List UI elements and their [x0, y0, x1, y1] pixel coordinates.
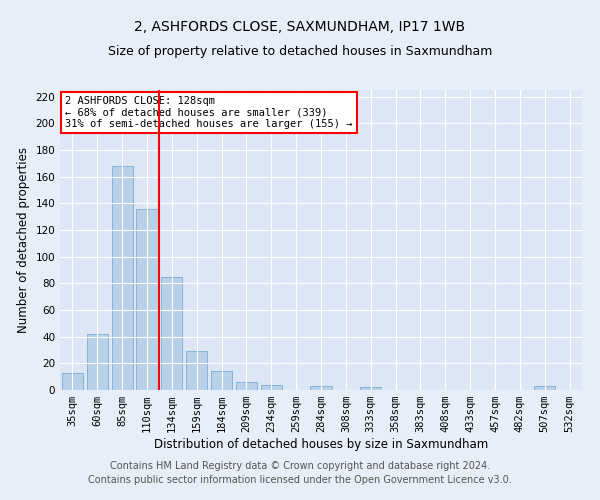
Bar [211, 372, 232, 390]
Bar [310, 386, 332, 390]
X-axis label: Distribution of detached houses by size in Saxmundham: Distribution of detached houses by size … [154, 438, 488, 451]
Text: 2, ASHFORDS CLOSE, SAXMUNDHAM, IP17 1WB: 2, ASHFORDS CLOSE, SAXMUNDHAM, IP17 1WB [134, 20, 466, 34]
Bar [534, 386, 555, 390]
Bar [360, 388, 381, 390]
Text: Contains HM Land Registry data © Crown copyright and database right 2024.
Contai: Contains HM Land Registry data © Crown c… [88, 461, 512, 485]
Text: 2 ASHFORDS CLOSE: 128sqm
← 68% of detached houses are smaller (339)
31% of semi-: 2 ASHFORDS CLOSE: 128sqm ← 68% of detach… [65, 96, 353, 129]
Y-axis label: Number of detached properties: Number of detached properties [17, 147, 30, 333]
Text: Size of property relative to detached houses in Saxmundham: Size of property relative to detached ho… [108, 45, 492, 58]
Bar [112, 166, 133, 390]
Bar [161, 276, 182, 390]
Bar [136, 208, 158, 390]
Bar [62, 372, 83, 390]
Bar [261, 384, 282, 390]
Bar [236, 382, 257, 390]
Bar [87, 334, 108, 390]
Bar [186, 352, 207, 390]
